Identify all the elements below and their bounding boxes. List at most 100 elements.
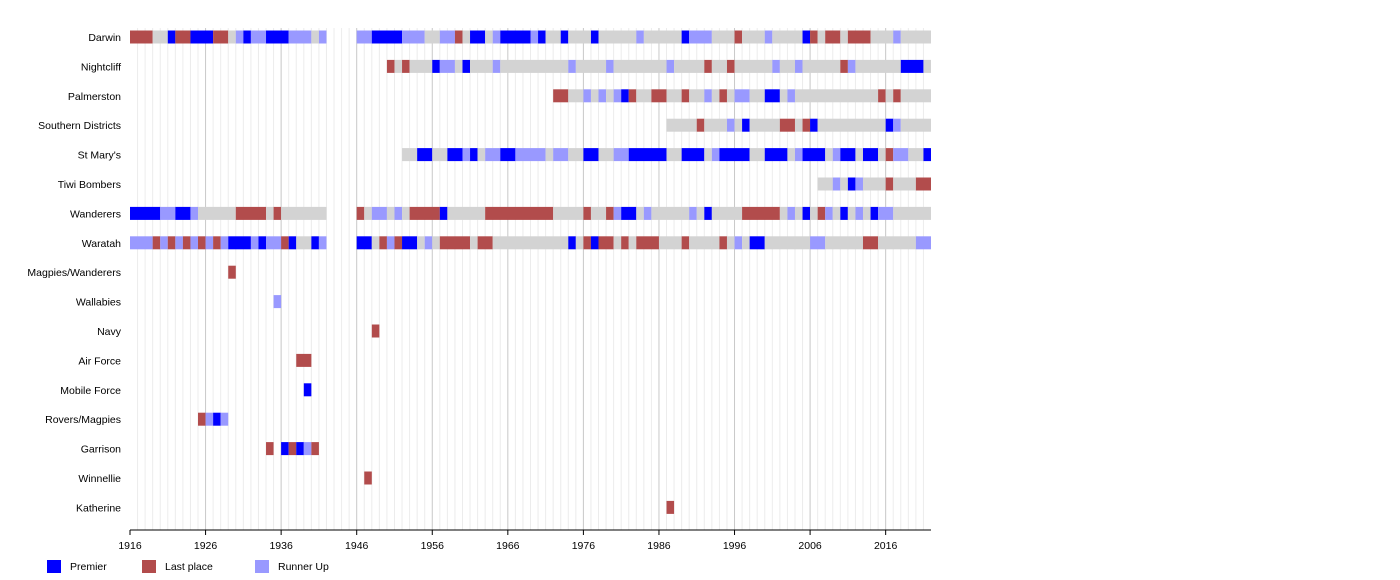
team-label-katherine: Katherine [76, 502, 121, 514]
team-label-southern-districts: Southern Districts [38, 120, 121, 132]
bar-nightcliff-1980-other [613, 59, 667, 73]
bar-waratah-1981-last-place [621, 236, 629, 250]
bar-darwin-1993-other [711, 30, 735, 44]
bar-tiwi-bombers-2011-premier [847, 177, 856, 191]
bar-wanderers-1963-last-place [485, 206, 554, 220]
bar-wanderers-1951-runner-up [394, 206, 403, 220]
bar-southern-districts-2018-other [900, 118, 931, 132]
bar-palmerston-1982-last-place [628, 89, 637, 103]
bar-st-mary-s-1978-other [598, 148, 614, 162]
bar-southern-districts-1991-last-place [696, 118, 705, 132]
bar-st-mary-s-1967-runner-up [515, 148, 546, 162]
bar-wanderers-1950-other [386, 206, 395, 220]
bar-darwin-1932-runner-up [250, 30, 267, 44]
bar-southern-districts-2002-last-place [779, 118, 795, 132]
bar-darwin-1959-last-place [454, 30, 463, 44]
bar-southern-districts-1996-other [734, 118, 743, 132]
bar-st-mary-s-1954-premier [417, 148, 433, 162]
bar-waratah-1983-last-place [636, 236, 659, 250]
bar-st-mary-s-2010-premier [840, 148, 856, 162]
bar-st-mary-s-1994-premier [719, 148, 750, 162]
bar-waratah-1926-runner-up [205, 236, 214, 250]
team-label-garrison: Garrison [81, 444, 121, 456]
bar-palmerston-1972-last-place [553, 89, 569, 103]
legend-swatch-runner-up [255, 560, 269, 573]
bar-palmerston-1979-other [606, 89, 614, 103]
bar-wanderers-1992-premier [704, 206, 712, 220]
bar-st-mary-s-2015-other [878, 148, 886, 162]
bar-wanderers-2008-runner-up [825, 206, 833, 220]
bar-palmerston-2002-other [779, 89, 788, 103]
bar-nightcliff-1951-other [394, 59, 403, 73]
bar-st-mary-s-1960-runner-up [462, 148, 471, 162]
team-label-st-mary-s: St Mary's [78, 150, 121, 162]
bar-wanderers-1980-runner-up [613, 206, 622, 220]
bar-palmerston-1976-runner-up [583, 89, 591, 103]
bar-southern-districts-1992-other [704, 118, 727, 132]
bar-waratah-2015-other [878, 236, 916, 250]
bar-nightcliff-2001-runner-up [772, 59, 780, 73]
bar-nightcliff-1961-other [470, 59, 493, 73]
bar-darwin-1930-runner-up [235, 30, 244, 44]
bar-nightcliff-2012-other [855, 59, 901, 73]
bar-wanderers-2015-runner-up [878, 206, 894, 220]
bar-wanderers-2002-other [779, 206, 788, 220]
bar-darwin-1996-last-place [734, 30, 743, 44]
bar-darwin-1919-other [152, 30, 168, 44]
bar-st-mary-s-2004-runner-up [794, 148, 803, 162]
bar-wanderers-1947-other [364, 206, 372, 220]
bar-nightcliff-1992-last-place [704, 59, 712, 73]
bar-waratah-1986-other [658, 236, 682, 250]
bar-wanderers-1979-last-place [606, 206, 614, 220]
bar-southern-districts-2004-other [794, 118, 803, 132]
bar-waratah-1929-premier [228, 236, 251, 250]
bar-nightcliff-1993-other [711, 59, 727, 73]
bar-wanderers-2011-other [847, 206, 856, 220]
bar-magpies-wanderers-1929-last-place [228, 265, 236, 279]
bar-nightcliff-1950-last-place [386, 59, 395, 73]
bar-waratah-1923-last-place [182, 236, 191, 250]
bar-southern-districts-1987-other [666, 118, 697, 132]
x-tick-label-1966: 1966 [496, 540, 520, 552]
bar-wanderers-1916-premier [130, 206, 161, 220]
bar-nightcliff-1975-other [575, 59, 607, 73]
bar-st-mary-s-2019-other [908, 148, 924, 162]
bar-waratah-1978-last-place [598, 236, 614, 250]
bar-waratah-1994-last-place [719, 236, 727, 250]
bar-palmerston-1987-other [666, 89, 682, 103]
legend-label-runner-up: Runner Up [278, 560, 329, 573]
bar-rovers-magpies-1925-last-place [198, 412, 206, 426]
bar-nightcliff-1964-runner-up [492, 59, 501, 73]
bar-palmerston-1993-other [711, 89, 720, 103]
bar-darwin-1971-other [545, 30, 561, 44]
team-label-magpies-wanderers: Magpies/Wanderers [27, 267, 121, 279]
bar-waratah-1990-other [689, 236, 720, 250]
bar-waratah-1964-other [492, 236, 569, 250]
bar-nightcliff-1965-other [500, 59, 569, 73]
bar-wanderers-1922-premier [175, 206, 191, 220]
bar-nightcliff-1952-last-place [402, 59, 410, 73]
bar-waratah-1916-runner-up [130, 236, 153, 250]
bar-st-mary-s-2021-premier [923, 148, 931, 162]
bar-waratah-1962-last-place [477, 236, 493, 250]
bar-waratah-1948-other [371, 236, 380, 250]
bar-st-mary-s-2017-runner-up [893, 148, 909, 162]
bar-tiwi-bombers-2012-runner-up [855, 177, 863, 191]
bar-darwin-1970-premier [538, 30, 546, 44]
bar-wanderers-1991-other [696, 206, 705, 220]
bar-st-mary-s-1992-other [704, 148, 712, 162]
bar-wanderers-1924-runner-up [190, 206, 199, 220]
bar-wanderers-1958-other [447, 206, 486, 220]
bar-garrison-1938-premier [296, 442, 304, 456]
bar-nightcliff-2010-last-place [840, 59, 848, 73]
bar-palmerston-1998-other [749, 89, 765, 103]
bar-nightcliff-1987-runner-up [666, 59, 675, 73]
bar-tiwi-bombers-2017-other [893, 177, 916, 191]
bar-wanderers-1984-runner-up [643, 206, 652, 220]
bar-darwin-1921-premier [167, 30, 176, 44]
bar-darwin-1978-other [598, 30, 637, 44]
bar-darwin-1922-last-place [175, 30, 191, 44]
bar-wanderers-1946-last-place [356, 206, 365, 220]
x-tick-label-1926: 1926 [194, 540, 218, 552]
year-gridlines [137, 28, 924, 530]
